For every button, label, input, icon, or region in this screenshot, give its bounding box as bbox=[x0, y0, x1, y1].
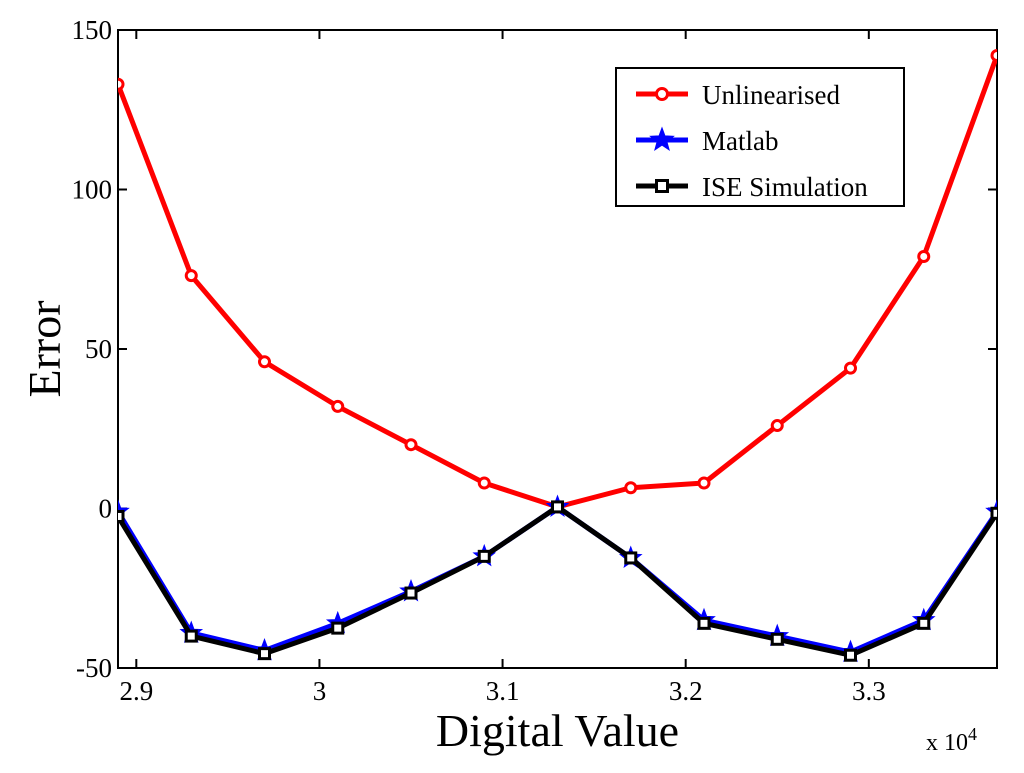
legend-swatch-marker bbox=[649, 126, 675, 151]
x-multiplier-base: x 10 bbox=[926, 730, 968, 756]
data-point bbox=[990, 49, 997, 63]
data-point bbox=[697, 476, 711, 490]
data-point bbox=[770, 419, 784, 433]
data-point bbox=[844, 361, 857, 375]
x-tick-label: 3.1 bbox=[486, 676, 520, 706]
x-tick-label: 3.2 bbox=[669, 676, 703, 706]
x-multiplier-exponent: 4 bbox=[968, 724, 977, 744]
data-point bbox=[331, 621, 345, 635]
data-point bbox=[770, 632, 784, 646]
data-point bbox=[624, 481, 638, 495]
data-point bbox=[917, 249, 931, 263]
data-point bbox=[118, 77, 125, 91]
legend-label: ISE Simulation bbox=[702, 172, 868, 202]
data-point bbox=[404, 438, 418, 452]
data-point bbox=[917, 616, 931, 630]
x-tick-label: 2.9 bbox=[119, 676, 153, 706]
x-tick-label: 3 bbox=[313, 676, 327, 706]
y-tick-label: -50 bbox=[76, 653, 112, 683]
x-axis-title: Digital Value bbox=[436, 705, 679, 756]
legend-label: Matlab bbox=[702, 126, 778, 156]
data-point bbox=[118, 509, 125, 523]
data-point bbox=[258, 355, 271, 369]
x-tick-label: 3.3 bbox=[852, 676, 886, 706]
data-point bbox=[990, 506, 997, 520]
x-multiplier-label: x 104 bbox=[926, 724, 977, 756]
data-point bbox=[477, 549, 491, 563]
legend: Unlinearised Matlab ISE Simulation bbox=[615, 67, 905, 207]
data-point bbox=[404, 586, 418, 600]
data-point bbox=[184, 269, 198, 283]
legend-swatch-marker bbox=[655, 179, 669, 193]
data-point bbox=[844, 648, 857, 662]
data-point bbox=[331, 399, 345, 413]
y-axis-title: Error bbox=[19, 300, 70, 397]
legend-swatch-marker bbox=[655, 87, 669, 101]
legend-label: Unlinearised bbox=[702, 80, 840, 110]
y-tick-label: 100 bbox=[72, 175, 113, 205]
y-tick-label: 50 bbox=[85, 334, 112, 364]
data-point bbox=[551, 500, 564, 514]
data-point bbox=[184, 629, 198, 643]
plot-layer: 2.9 3 3.1 3.2 3.3 -50 0 50 100 150 Digital Value Er… bbox=[19, 15, 998, 756]
data-point bbox=[477, 476, 491, 490]
data-point bbox=[624, 551, 638, 565]
y-tick-label: 150 bbox=[72, 15, 113, 45]
data-point bbox=[697, 616, 711, 630]
series-group-ise-simulation bbox=[118, 500, 997, 662]
y-tick-label: 0 bbox=[99, 494, 113, 524]
data-point bbox=[258, 647, 271, 661]
